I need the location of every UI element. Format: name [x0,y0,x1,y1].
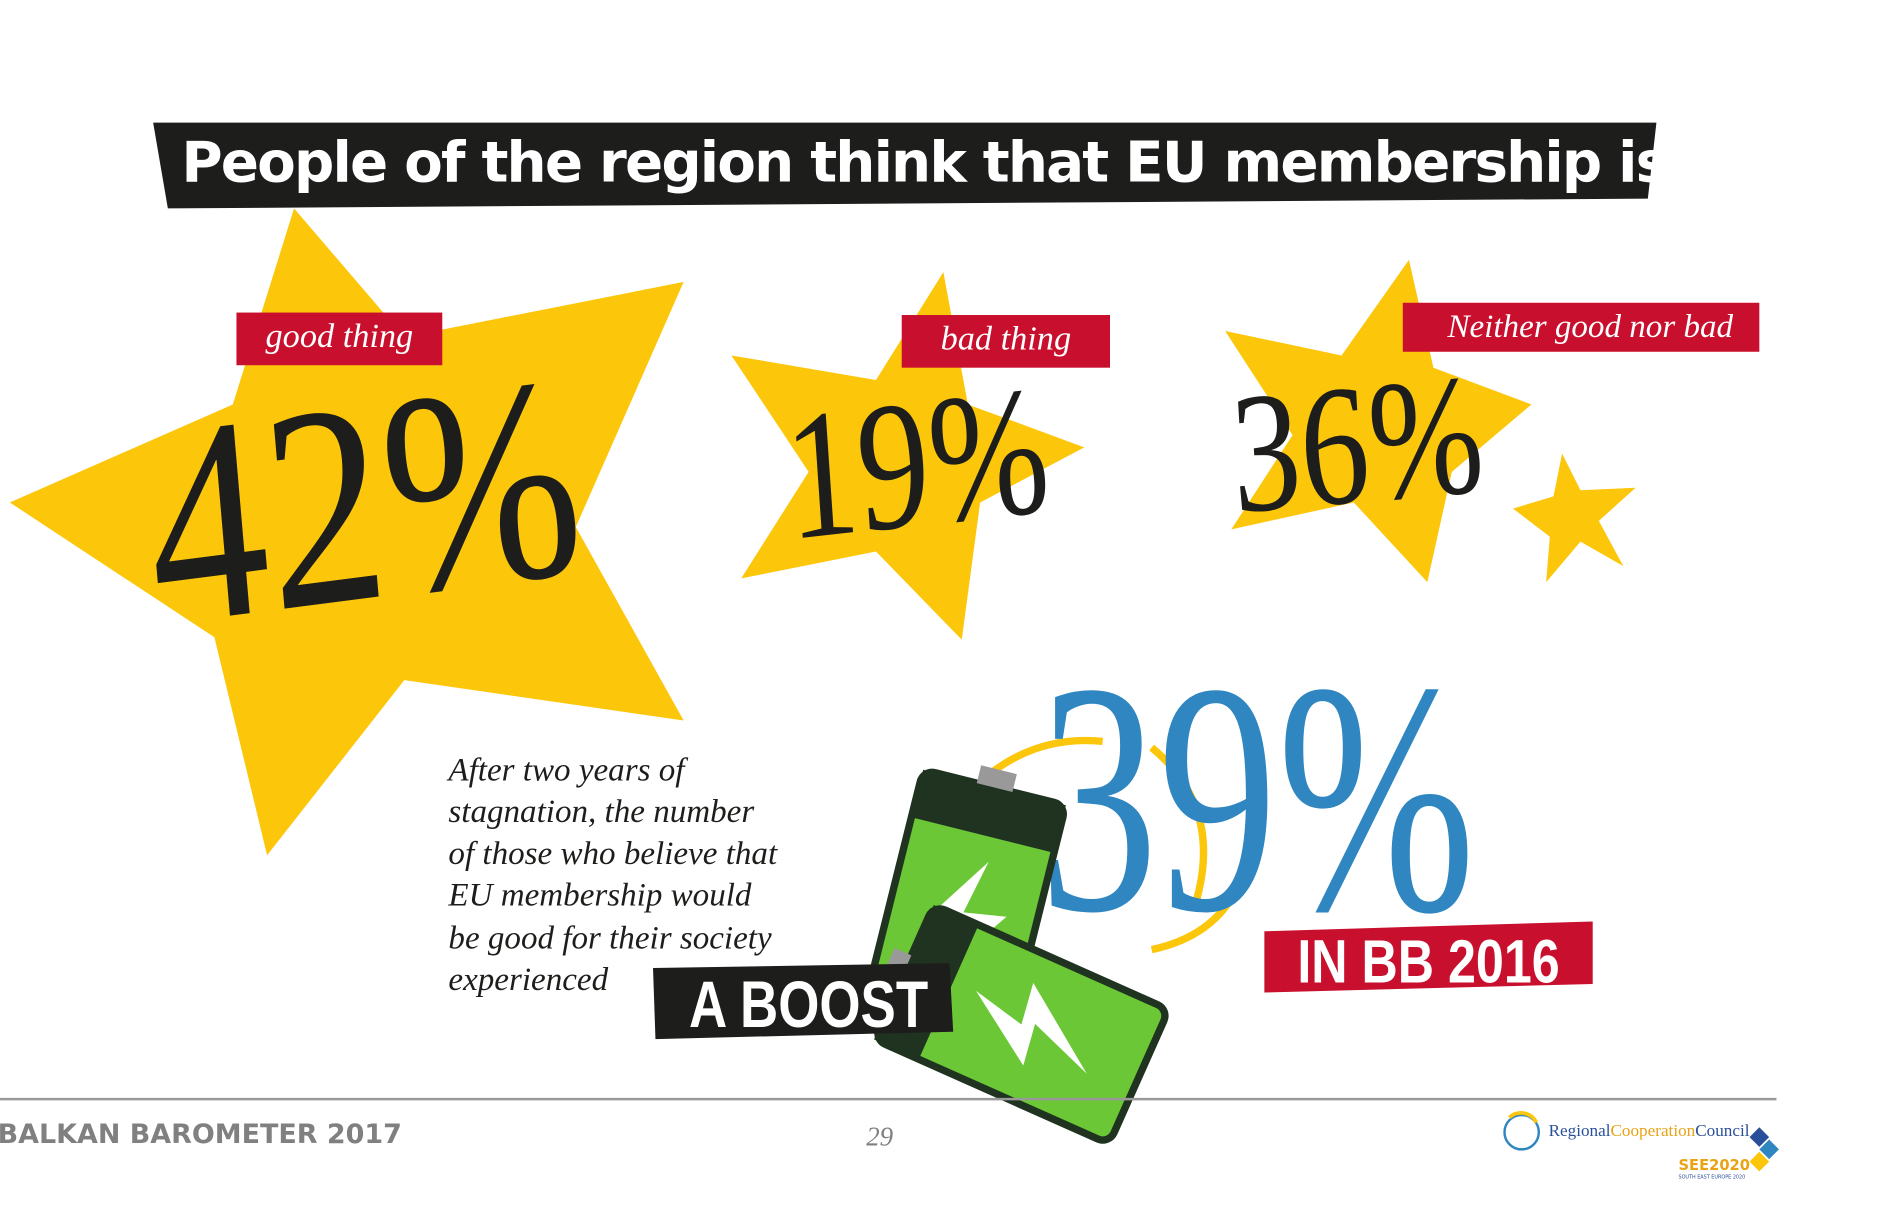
logo: RegionalCooperationCouncil [1549,1121,1750,1140]
item-label: Neither good nor bad [1446,309,1733,345]
item-value: 42% [135,314,593,687]
item-label: bad thing [941,319,1072,357]
logo-mark [1503,1113,1541,1151]
star [1513,453,1636,583]
publication: BALKAN BAROMETER 2017 [0,1119,402,1150]
boost: A BOOST [689,967,928,1041]
item-value: 19% [779,347,1055,580]
title-banner [153,122,1657,209]
page-number: 29 [866,1122,893,1152]
arrow [1149,744,1208,908]
battery-tip [976,765,1017,792]
label-box [1402,302,1760,352]
note-line: experienced [448,962,608,998]
star [9,208,684,856]
logo-sub: SEE2020 [1678,1157,1750,1174]
bolt [976,982,1087,1074]
previous-value: 39% [1039,615,1476,981]
note-line: After two years of [446,753,688,789]
star [731,272,1085,640]
note-line: EU membership would [447,878,752,914]
previous-label: IN BB 2016 [1297,927,1559,996]
logo-diamond [1759,1139,1779,1160]
note-line: stagnation, the number [448,794,754,830]
note: After two years of stagnation, the numbe… [446,753,778,999]
title: People of the region think that EU membe… [181,130,1688,195]
arrow [990,736,1104,775]
logo-part: Council [1695,1121,1750,1140]
star [1225,259,1532,583]
note-line: of those who believe that [448,836,778,872]
logo-mark [1508,1111,1538,1124]
boost-banner [653,963,954,1040]
logo-part: Cooperation [1610,1121,1695,1140]
logo-tag: SOUTH EAST EUROPE 2020 [1678,1175,1745,1181]
logo-diamond [1749,1151,1770,1172]
note-line: be good for their society [448,920,772,956]
previous-banner [1264,921,1593,993]
label-box [236,312,443,366]
logo-part: Regional [1549,1121,1611,1140]
item-label: good thing [266,317,414,355]
item-value: 36% [1226,338,1488,549]
arrow [1150,844,1254,954]
battery-cap [911,769,1066,853]
label-box [901,315,1110,368]
